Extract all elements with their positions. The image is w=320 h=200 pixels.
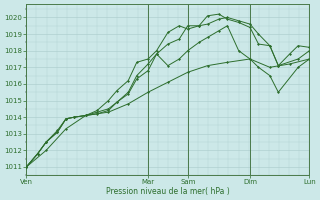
- X-axis label: Pression niveau de la mer( hPa ): Pression niveau de la mer( hPa ): [106, 187, 230, 196]
